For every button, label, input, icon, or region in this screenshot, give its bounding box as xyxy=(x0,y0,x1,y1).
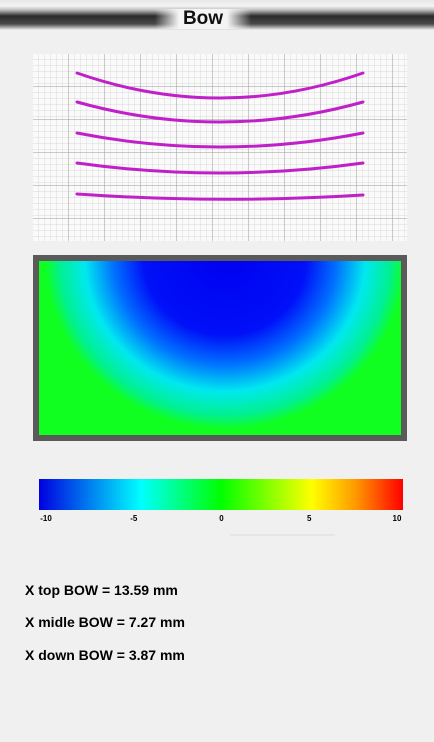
colorbar-tick-label: -5 xyxy=(130,514,138,523)
curve xyxy=(75,192,365,201)
colorbar-tick-label: 0 xyxy=(219,514,224,523)
curve xyxy=(75,161,365,175)
bow-curves xyxy=(75,71,365,201)
curve xyxy=(75,100,365,124)
colorbar-ticks: -10 -5 0 5 10 xyxy=(40,514,402,523)
curve xyxy=(75,131,365,149)
colorbar-tick-label: -10 xyxy=(40,514,52,523)
colorbar xyxy=(39,479,403,510)
colorbar-tick-label: 5 xyxy=(307,514,312,523)
header-bar: Bow xyxy=(0,0,434,30)
colorbar-tick-label: 10 xyxy=(393,514,402,523)
heatmap xyxy=(39,261,401,435)
result-line: X top BOW = 13.59 mm xyxy=(25,582,178,598)
title: Bow xyxy=(155,9,251,29)
result-line: X down BOW = 3.87 mm xyxy=(25,647,185,663)
curve xyxy=(75,71,365,100)
graphics: -10 -5 0 5 10 xyxy=(33,54,407,536)
result-line: X midle BOW = 7.27 mm xyxy=(25,614,185,630)
